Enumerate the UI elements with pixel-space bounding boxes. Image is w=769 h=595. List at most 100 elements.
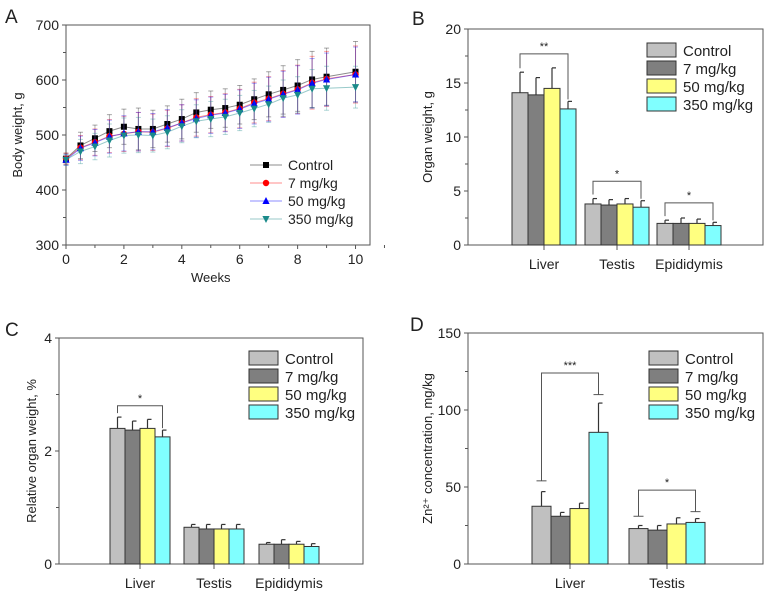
y-tick-label: 50: [445, 479, 461, 495]
data-point: [251, 96, 258, 103]
significance-bracket: [638, 489, 696, 517]
legend-label: 7 mg/kg: [683, 61, 736, 78]
bar: [183, 526, 200, 565]
panel-letter: A: [5, 7, 18, 28]
legend-label: 50 mg/kg: [685, 387, 747, 404]
data-point: [308, 79, 316, 87]
significance-label: ***: [564, 360, 578, 372]
x-tick-label: 10: [348, 251, 364, 267]
bar: [616, 203, 634, 246]
data-point: [222, 105, 229, 112]
legend-label: 7 mg/kg: [685, 369, 738, 386]
data-point: [207, 116, 215, 124]
x-tick-label: 6: [236, 251, 244, 267]
bar: [588, 431, 609, 565]
y-tick-label: 0: [453, 556, 461, 572]
y-tick-label: 500: [36, 127, 60, 143]
legend-label: Control: [685, 351, 733, 368]
legend-label: 350 mg/kg: [288, 211, 353, 227]
data-point: [76, 148, 85, 156]
bar: [303, 545, 320, 565]
bar: [672, 222, 690, 246]
y-tick-label: 5: [453, 183, 461, 199]
data-point: [192, 118, 200, 126]
legend-marker: [263, 162, 269, 168]
bar: [704, 225, 722, 246]
legend-label: 350 mg/kg: [683, 97, 753, 114]
significance-bracket: [592, 180, 642, 199]
y-tick-label: 600: [36, 72, 60, 88]
legend-label: 50 mg/kg: [288, 193, 346, 209]
data-point: [62, 156, 70, 164]
y-tick-label: 20: [445, 21, 461, 37]
legend: Control 7 mg/kg 50 mg/kg 350 mg/kg: [250, 157, 353, 227]
bar: [584, 203, 602, 246]
x-tick-label: 8: [294, 251, 302, 267]
data-point: [91, 135, 98, 142]
legend-swatch: [248, 350, 279, 366]
data-point: [265, 95, 273, 103]
data-point: [351, 84, 360, 92]
data-point: [236, 110, 244, 117]
legend-label: 7 mg/kg: [288, 175, 338, 191]
legend-swatch: [648, 386, 679, 402]
series-3: [62, 65, 360, 166]
legend-label: 7 mg/kg: [285, 369, 338, 386]
y-tick-label: 0: [453, 237, 461, 253]
significance-bracket: [664, 202, 714, 221]
bar: [628, 528, 649, 565]
y-axis-label: Relative organ weight, %: [24, 379, 39, 523]
y-axis-label: Organ weight, g: [420, 91, 435, 183]
y-axis-label: Body weight, g: [10, 92, 25, 177]
legend-swatch: [646, 42, 677, 58]
x-axis-label: Weeks: [191, 270, 231, 285]
bar: [531, 505, 552, 565]
legend-label: Control: [288, 157, 333, 173]
bar: [109, 427, 126, 565]
x-tick-label: 0: [62, 251, 70, 267]
bar: [527, 94, 545, 246]
data-point: [120, 123, 127, 130]
y-tick-label: 4: [44, 330, 52, 346]
x-tick-label: Epididymis: [655, 256, 723, 272]
data-point: [265, 101, 273, 109]
legend-swatch: [646, 96, 677, 112]
significance-label: *: [687, 190, 692, 202]
x-tick-label: Testis: [599, 256, 635, 272]
legend-swatch: [646, 78, 677, 94]
y-tick-label: 2: [44, 443, 52, 459]
bar: [124, 429, 141, 565]
data-point: [178, 123, 186, 131]
data-point: [120, 132, 128, 140]
bar: [559, 108, 577, 246]
bar: [550, 515, 571, 565]
data-point: [322, 75, 331, 83]
bar: [139, 427, 156, 565]
data-point: [236, 101, 243, 108]
data-point: [322, 85, 331, 93]
bar: [228, 528, 245, 565]
data-point: [250, 99, 258, 107]
data-point: [134, 132, 142, 139]
y-tick-label: 10: [445, 129, 461, 145]
legend-label: 50 mg/kg: [683, 79, 745, 96]
bar: [600, 204, 618, 246]
bar: [213, 528, 230, 565]
y-axis-label: Zn²⁺ concentration, mg/kg: [420, 373, 435, 524]
data-point: [280, 86, 287, 93]
significance-bracket: [541, 372, 599, 481]
legend-label: Control: [285, 351, 333, 368]
legend-marker: [262, 197, 270, 204]
bar: [288, 543, 305, 565]
legend-label: 350 mg/kg: [685, 405, 755, 422]
data-point: [250, 105, 258, 113]
bar: [632, 206, 650, 246]
legend-swatch: [648, 350, 679, 366]
significance-label: **: [540, 41, 549, 53]
data-point: [351, 70, 360, 78]
legend-marker: [262, 216, 270, 223]
data-point: [279, 95, 287, 103]
y-tick-label: 700: [36, 17, 60, 33]
